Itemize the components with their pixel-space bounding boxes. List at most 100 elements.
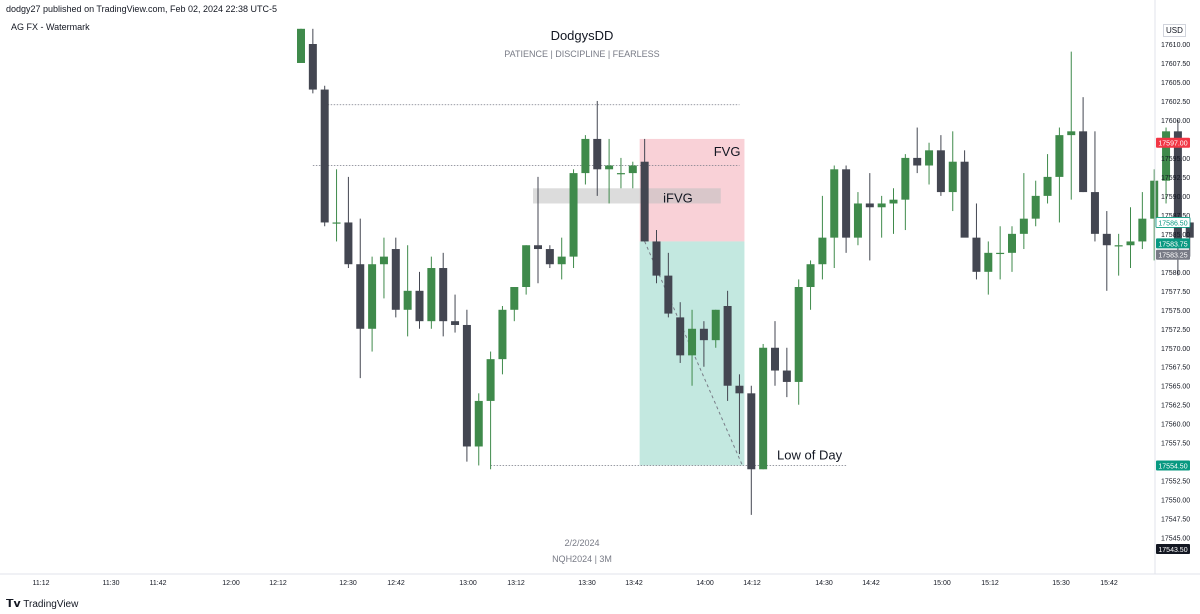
candle[interactable] — [1031, 180, 1040, 227]
price-marker-text: 17554.50 — [1158, 463, 1187, 470]
candle[interactable] — [984, 241, 993, 295]
candle[interactable] — [901, 154, 910, 231]
candle[interactable] — [522, 245, 531, 295]
candle[interactable] — [462, 309, 471, 462]
candle[interactable] — [1102, 211, 1111, 291]
candle[interactable] — [972, 203, 981, 280]
candle[interactable] — [344, 176, 353, 269]
candle-body — [877, 203, 886, 208]
candle-body — [605, 165, 614, 170]
candle[interactable] — [830, 165, 839, 269]
price-tick-label: 17610.00 — [1161, 42, 1190, 49]
candle[interactable] — [652, 230, 661, 284]
candle[interactable] — [403, 245, 412, 337]
candle-body — [996, 252, 1005, 255]
candle[interactable] — [439, 252, 448, 337]
candle-body — [960, 161, 969, 238]
candle-body — [889, 199, 898, 204]
tradingview-logo[interactable]: 𝗧𝘃 TradingView — [6, 597, 78, 610]
price-tick-label: 17552.50 — [1161, 479, 1190, 486]
candle[interactable] — [1126, 207, 1135, 269]
candle[interactable] — [1138, 192, 1147, 250]
time-tick-label: 11:12 — [33, 580, 50, 587]
candle[interactable] — [1043, 154, 1052, 204]
candle[interactable] — [356, 218, 365, 379]
candle-body — [427, 268, 436, 322]
candle-body — [297, 28, 305, 63]
candle[interactable] — [925, 142, 934, 185]
candle[interactable] — [711, 309, 720, 348]
candle[interactable] — [1019, 173, 1028, 250]
candle-body — [972, 237, 981, 272]
candle-body — [1150, 180, 1159, 219]
candle[interactable] — [794, 279, 803, 405]
candle[interactable] — [534, 176, 542, 284]
candle[interactable] — [936, 135, 945, 196]
candle[interactable] — [569, 169, 578, 269]
candle-body — [569, 173, 578, 257]
candle[interactable] — [1055, 127, 1064, 223]
candle[interactable] — [960, 150, 969, 238]
candle[interactable] — [415, 271, 424, 329]
candle[interactable] — [379, 237, 388, 299]
candle[interactable] — [664, 252, 673, 318]
candle[interactable] — [308, 28, 317, 94]
candle[interactable] — [640, 138, 649, 242]
candle[interactable] — [616, 157, 625, 189]
candle[interactable] — [1008, 226, 1016, 272]
candle-body — [415, 290, 424, 322]
candle[interactable] — [948, 131, 957, 212]
candle[interactable] — [320, 85, 329, 227]
candle[interactable] — [699, 321, 708, 367]
candle[interactable] — [297, 28, 305, 63]
candle[interactable] — [1079, 97, 1088, 193]
candle-body — [593, 138, 602, 170]
candle-body — [462, 324, 471, 447]
candle[interactable] — [853, 192, 862, 246]
candle[interactable] — [628, 161, 637, 189]
time-tick-label: 14:42 — [862, 580, 880, 587]
candle[interactable] — [759, 343, 768, 470]
candle[interactable] — [1090, 131, 1099, 242]
candle[interactable] — [486, 351, 495, 470]
candle[interactable] — [498, 305, 507, 375]
candle[interactable] — [842, 165, 851, 253]
candle[interactable] — [1114, 233, 1123, 276]
candle[interactable] — [451, 294, 460, 333]
candle-body — [913, 157, 922, 166]
candle[interactable] — [332, 169, 341, 242]
candle[interactable] — [735, 374, 744, 455]
candle[interactable] — [427, 256, 436, 329]
candle[interactable] — [474, 393, 483, 466]
candle[interactable] — [557, 237, 566, 280]
candle[interactable] — [806, 260, 815, 310]
candle[interactable] — [889, 188, 898, 234]
candle[interactable] — [593, 100, 602, 196]
candle-body — [984, 252, 993, 272]
candle[interactable] — [782, 347, 791, 398]
candle-body — [1079, 131, 1088, 193]
time-tick-label: 11:42 — [150, 580, 167, 587]
candle[interactable] — [688, 309, 697, 386]
candle-body — [771, 347, 779, 371]
candle[interactable] — [391, 237, 400, 318]
candle[interactable] — [996, 226, 1005, 280]
candle[interactable] — [1150, 169, 1159, 261]
candle[interactable] — [581, 135, 590, 185]
candle[interactable] — [545, 245, 554, 269]
candle[interactable] — [771, 321, 779, 386]
candle[interactable] — [877, 195, 886, 238]
candle[interactable] — [723, 290, 732, 401]
candle[interactable] — [368, 256, 377, 352]
candle[interactable] — [510, 287, 519, 322]
candle[interactable] — [865, 173, 874, 261]
candle[interactable] — [676, 302, 685, 363]
candle[interactable] — [1067, 51, 1076, 200]
candle[interactable] — [913, 127, 922, 174]
currency-label[interactable]: USD — [1163, 24, 1186, 37]
candle[interactable] — [818, 195, 827, 280]
candle-body — [925, 150, 934, 166]
candle[interactable] — [605, 138, 614, 204]
candle[interactable] — [747, 385, 756, 515]
